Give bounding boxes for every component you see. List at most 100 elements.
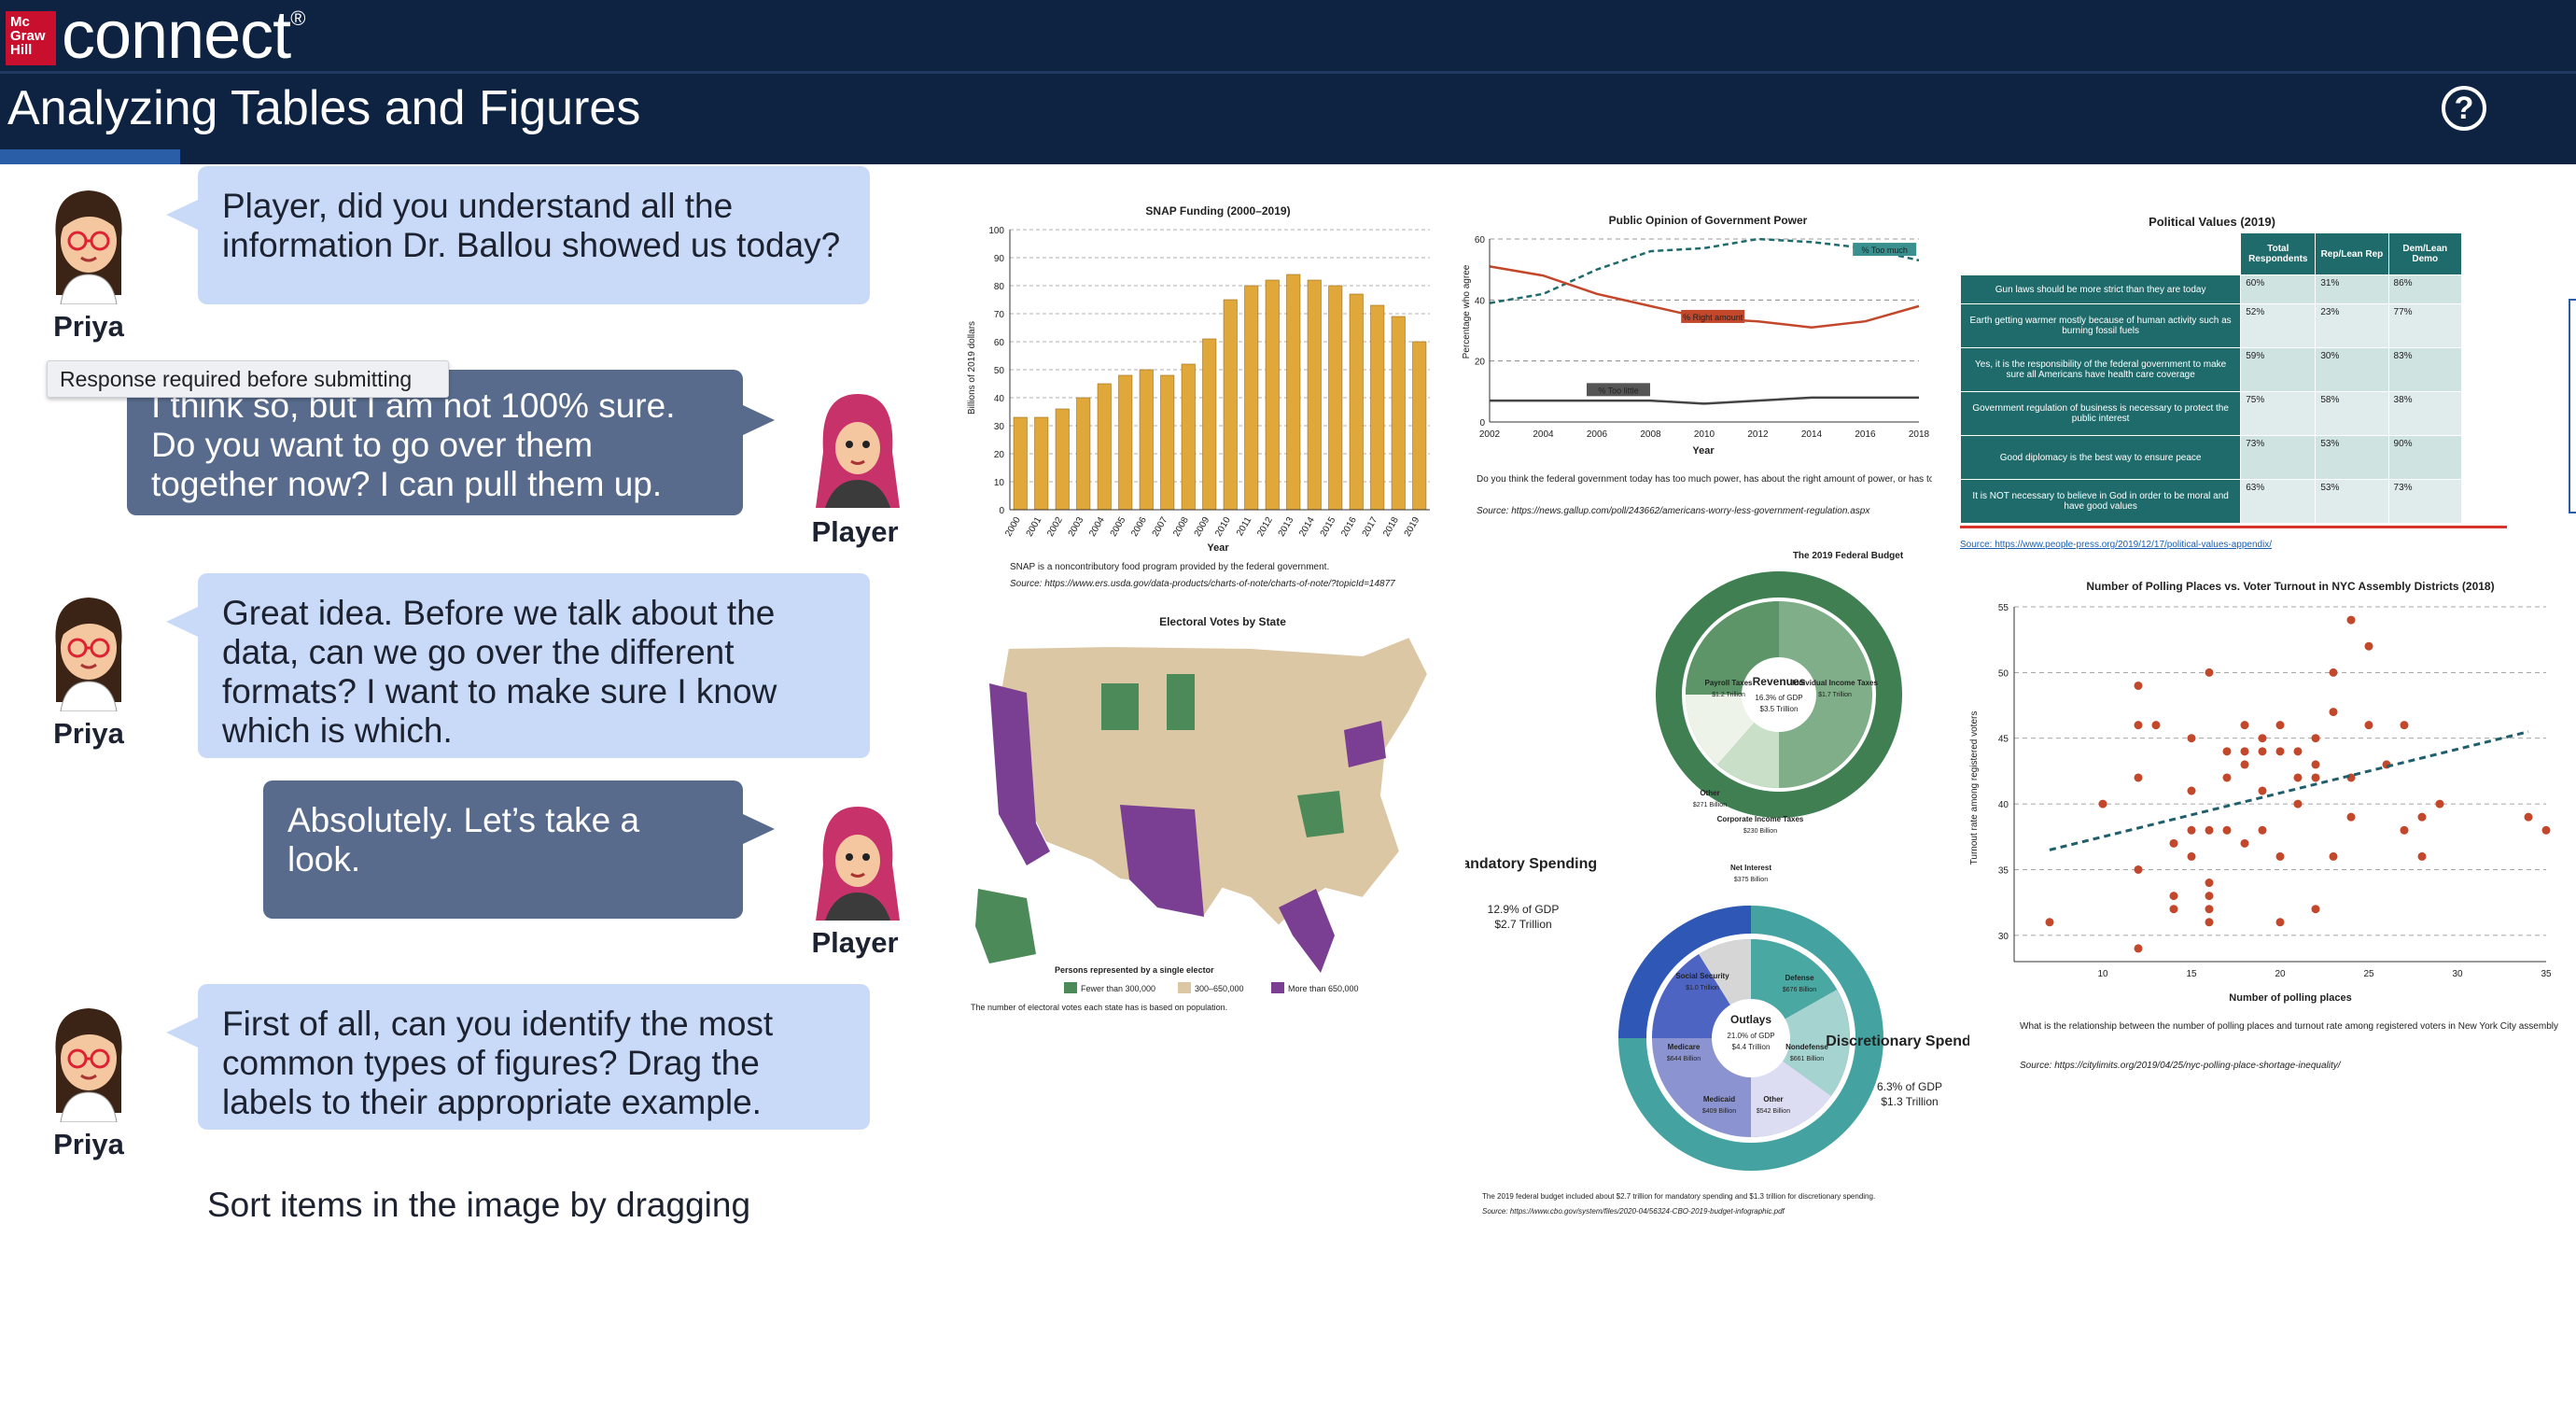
data-point xyxy=(2275,721,2285,730)
mcgraw-hill-logo: Mc Graw Hill xyxy=(6,11,56,65)
bar xyxy=(1034,416,1049,511)
x-axis-label: Year xyxy=(1207,542,1229,554)
polling-places-scatter-plot[interactable]: Number of Polling Places vs. Voter Turno… xyxy=(1964,573,2561,1077)
data-point xyxy=(2346,812,2356,822)
chart-note: What is the relationship between the num… xyxy=(2020,1021,2561,1032)
question-circle-icon[interactable]: ? xyxy=(2442,86,2486,131)
data-point xyxy=(2400,721,2409,730)
data-point xyxy=(2169,892,2178,901)
table-cell: 38% xyxy=(2387,391,2463,436)
bar xyxy=(1349,293,1364,511)
table-cell: Earth getting warmer mostly because of h… xyxy=(1959,303,2242,348)
bar xyxy=(1097,383,1112,511)
data-point xyxy=(2187,734,2196,743)
chart-note: The 2019 federal budget included about $… xyxy=(1482,1192,1875,1201)
federal-budget-pie-chart[interactable]: The 2019 Federal Budget Revenues 16.3% o… xyxy=(1465,545,1969,1227)
data-point xyxy=(2258,825,2267,835)
bubble-tail xyxy=(166,607,198,637)
active-tab-indicator xyxy=(0,149,180,164)
political-values-table[interactable]: Political Values (2019) Total Respondent… xyxy=(1959,215,2507,551)
data-point xyxy=(2151,721,2161,730)
revenues-amount: $3.5 Trillion xyxy=(1760,705,1799,713)
bar xyxy=(1076,397,1091,511)
data-point xyxy=(2240,747,2249,756)
required-tooltip: Response required before submitting xyxy=(47,360,449,398)
data-point xyxy=(2134,944,2143,953)
x-tick-label: 2002 xyxy=(1045,515,1065,539)
data-point xyxy=(2293,747,2303,756)
table-row: Earth getting warmer mostly because of h… xyxy=(1959,303,2463,348)
data-point xyxy=(2364,641,2373,651)
bar xyxy=(1391,316,1406,511)
data-point xyxy=(2169,905,2178,914)
slice-value: $230 Billion xyxy=(1743,828,1777,835)
data-point xyxy=(2311,734,2320,743)
bar xyxy=(1055,408,1070,511)
y-tick-label: 0 xyxy=(999,506,1004,516)
speaker-name: Player xyxy=(811,926,899,959)
data-point xyxy=(2329,851,2338,861)
legend-label: 300–650,000 xyxy=(1195,984,1244,993)
table-header: Dem/Lean Demo xyxy=(2387,232,2463,275)
snap-bar-chart[interactable]: SNAP Funding (2000–2019) Billions of 201… xyxy=(961,200,1437,592)
bubble-tail xyxy=(166,1018,198,1047)
data-point xyxy=(2134,865,2143,874)
chart-source: Source: https://citylimits.org/2019/04/2… xyxy=(2020,1061,2342,1071)
government-power-line-chart[interactable]: Public Opinion of Government Power Perce… xyxy=(1456,209,1932,527)
chart-title: The 2019 Federal Budget xyxy=(1793,551,1904,561)
x-tick-label: 2006 xyxy=(1587,429,1608,440)
table-header: Rep/Lean Rep xyxy=(2315,232,2389,275)
table-title: Political Values (2019) xyxy=(2149,215,2275,229)
electoral-votes-map[interactable]: Electoral Votes by State Fewer than 300,… xyxy=(971,609,1465,1019)
table-cell: 75% xyxy=(2240,391,2317,436)
x-tick-label: 2008 xyxy=(1171,515,1191,539)
state-wy xyxy=(1101,683,1139,730)
series-label: % Right amount xyxy=(1683,313,1743,322)
chart-note: Do you think the federal government toda… xyxy=(1477,474,1932,485)
table-cell: 53% xyxy=(2315,479,2389,524)
x-tick-label: 2014 xyxy=(1801,429,1823,440)
y-axis-label: Turnout rate among registered voters xyxy=(1969,711,1980,865)
outlays-pct: 21.0% of GDP xyxy=(1727,1032,1774,1040)
state-tx xyxy=(1120,805,1204,917)
x-tick-label: 2017 xyxy=(1361,515,1380,539)
data-point xyxy=(2134,721,2143,730)
outlays-amount: $4.4 Trillion xyxy=(1732,1043,1771,1051)
state-fl xyxy=(1279,889,1335,973)
chart-title: Number of Polling Places vs. Voter Turno… xyxy=(2086,580,2494,593)
data-point xyxy=(2205,668,2214,677)
data-point xyxy=(2435,799,2444,808)
table-cell: 86% xyxy=(2387,274,2463,304)
x-tick-label: 2004 xyxy=(1533,429,1554,440)
state-ca xyxy=(989,683,1050,865)
drop-zone-edge[interactable] xyxy=(2569,299,2576,513)
slice-label: Medicaid xyxy=(1703,1095,1735,1104)
speaker-name: Player xyxy=(811,515,899,548)
data-point xyxy=(2134,681,2143,690)
bar xyxy=(1328,285,1343,511)
table-cell: 60% xyxy=(2240,274,2317,304)
slice-value: $644 Billion xyxy=(1667,1056,1701,1062)
x-tick-label: 2016 xyxy=(1339,515,1359,539)
series-label: % Too little xyxy=(1598,386,1638,395)
slice-value: $375 Billion xyxy=(1734,877,1768,883)
x-tick-label: 25 xyxy=(2363,969,2374,979)
x-tick-label: 2012 xyxy=(1255,515,1275,539)
x-tick-label: 2009 xyxy=(1193,515,1212,539)
page-title: Analyzing Tables and Figures xyxy=(7,81,641,135)
table-cell: Good diplomacy is the best way to ensure… xyxy=(1959,435,2242,480)
x-tick-label: 2012 xyxy=(1747,429,1769,440)
y-tick-label: 20 xyxy=(994,450,1005,460)
bar xyxy=(1160,374,1175,511)
legend-title: Persons represented by a single elector xyxy=(1055,965,1214,975)
data-point xyxy=(2311,905,2320,914)
state-ak xyxy=(975,889,1036,963)
chart-source: Source: https://news.gallup.com/poll/243… xyxy=(1477,506,1870,516)
table-cell: 58% xyxy=(2315,391,2389,436)
x-tick-label: 2011 xyxy=(1235,515,1253,539)
series-line xyxy=(1489,237,1920,304)
data-point xyxy=(2187,786,2196,795)
trend-line xyxy=(2049,730,2529,851)
mandatory-label: Mandatory Spending xyxy=(1465,856,1597,872)
series-label: % Too much xyxy=(1862,246,1908,255)
